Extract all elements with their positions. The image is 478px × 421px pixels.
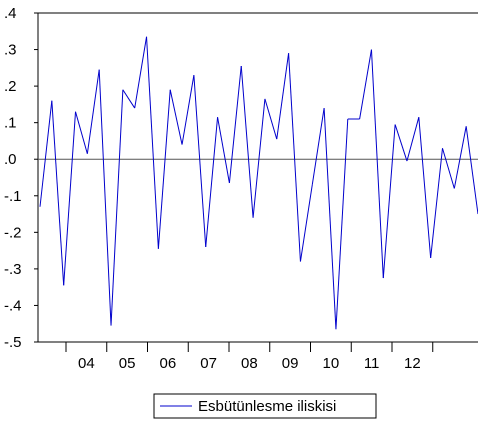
series-line-segment xyxy=(418,117,432,258)
y-tick-label: .2 xyxy=(4,78,17,95)
series-line-segment xyxy=(276,53,290,140)
series-line-segment xyxy=(335,118,349,330)
series-line-segment xyxy=(98,69,112,326)
series-line-segment xyxy=(228,65,242,184)
series-line-segment xyxy=(311,107,325,185)
series-line-segment xyxy=(465,126,478,215)
x-tick-label: 06 xyxy=(160,355,177,372)
y-tick-label: .1 xyxy=(4,115,17,132)
series-line-segment xyxy=(205,117,219,248)
y-tick-label: -.5 xyxy=(4,334,22,351)
series-line-segment xyxy=(63,111,77,286)
x-tick-label: 08 xyxy=(241,355,258,372)
series-line-segment xyxy=(134,36,148,109)
y-tick-label: -.4 xyxy=(4,297,22,314)
series-line-segment xyxy=(110,89,124,326)
x-tick-label: 11 xyxy=(364,355,380,372)
x-tick-label: 05 xyxy=(119,355,136,372)
series-line-segment xyxy=(86,69,100,154)
legend: Esbütünlesme iliskisi xyxy=(153,393,377,419)
series-line-segment xyxy=(394,124,408,162)
series-line-segment xyxy=(51,100,65,286)
series-line-segment xyxy=(264,98,278,140)
series-line-segment xyxy=(181,75,195,145)
series-line-segment xyxy=(299,184,313,262)
x-axis-ticks: 04 05 06 07 08 09 10 11 12 xyxy=(65,342,434,372)
series-line-segment xyxy=(169,89,183,145)
series-line-segment xyxy=(157,89,171,249)
x-tick-label: 07 xyxy=(200,355,217,372)
series-line-segment xyxy=(453,126,467,189)
y-tick-label: -.2 xyxy=(4,224,22,241)
x-tick-label: 10 xyxy=(323,355,340,372)
series-line-segment xyxy=(122,89,136,109)
series-line-segment xyxy=(370,49,384,279)
x-tick-label: 12 xyxy=(404,355,421,372)
series-line-segment xyxy=(382,124,396,279)
series-line-segment xyxy=(217,117,230,184)
x-tick-label: 09 xyxy=(282,355,299,372)
series-line-segment xyxy=(323,108,337,330)
series-line-segment xyxy=(240,65,254,218)
y-axis-ticks: .4 .3 .2 .1 .0 -.1 -.2 -.3 -.4 -.5 xyxy=(4,5,38,351)
y-tick-label: .0 xyxy=(4,151,17,168)
legend-label: Esbütünlesme iliskisi xyxy=(198,398,336,415)
series-line-segment xyxy=(39,100,53,207)
series-line-segment xyxy=(430,148,443,258)
series-line-segment xyxy=(193,75,207,247)
x-tick-label: 04 xyxy=(78,355,95,372)
y-tick-label: -.3 xyxy=(4,261,22,278)
series-line-segment xyxy=(406,117,420,162)
series-line-segment xyxy=(359,49,372,120)
series-line-segment xyxy=(146,36,159,249)
series-line-segment xyxy=(442,148,455,189)
series-line-segment xyxy=(252,98,266,218)
series-layer xyxy=(39,36,478,330)
series-line-segment xyxy=(288,53,301,262)
series-line-segment xyxy=(75,111,88,154)
y-tick-label: .3 xyxy=(4,42,17,59)
y-tick-label: .4 xyxy=(4,5,17,22)
y-tick-label: -.1 xyxy=(4,188,22,205)
